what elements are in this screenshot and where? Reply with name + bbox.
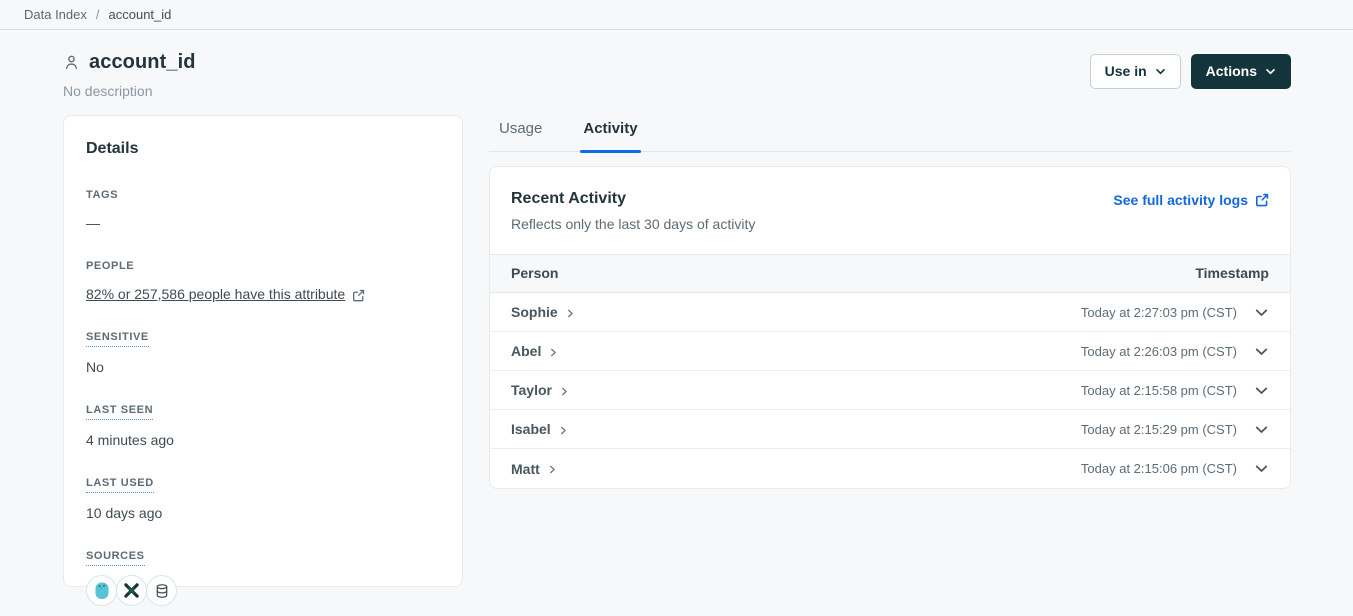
row-timestamp: Today at 2:15:29 pm (CST) [1080,421,1237,437]
person-link[interactable]: Taylor [511,382,569,398]
chevron-down-icon [1155,66,1166,77]
tab-activity[interactable]: Activity [580,115,641,153]
source-badge[interactable] [146,575,177,606]
details-card: Details TAGS — PEOPLE 82% or 257,586 peo… [63,115,463,606]
row-timestamp: Today at 2:15:06 pm (CST) [1080,461,1237,476]
chevron-right-icon [560,387,569,396]
activity-row[interactable]: Taylor Today at 2:15:58 pm (CST) [490,371,1290,410]
chevron-right-icon [566,309,575,318]
x-logo-icon [124,583,139,598]
recent-activity-card: Recent Activity Reflects only the last 3… [489,166,1291,489]
field-last-used: LAST USED 10 days ago [86,473,440,522]
page-header: account_id No description Use in Actions [63,51,1291,99]
activity-row[interactable]: Matt Today at 2:15:06 pm (CST) [490,449,1290,488]
person-link[interactable]: Sophie [511,304,575,320]
sources-label[interactable]: SOURCES [86,550,145,566]
chevron-down-icon[interactable] [1254,305,1269,320]
person-link[interactable]: Isabel [511,421,568,437]
field-last-seen: LAST SEEN 4 minutes ago [86,400,440,449]
source-badge[interactable] [116,575,147,606]
actions-button[interactable]: Actions [1190,54,1291,89]
chevron-down-icon[interactable] [1254,344,1269,359]
recent-activity-title: Recent Activity [511,190,626,207]
chevron-right-icon [559,426,568,435]
last-used-value: 10 days ago [86,505,163,521]
sensitive-label[interactable]: SENSITIVE [86,331,149,347]
tab-usage[interactable]: Usage [499,120,543,137]
activity-row[interactable]: Abel Today at 2:26:03 pm (CST) [490,332,1290,371]
database-icon [154,583,170,599]
person-icon [63,54,80,71]
row-timestamp: Today at 2:26:03 pm (CST) [1080,343,1237,359]
chevron-right-icon [549,348,558,357]
field-sources: SOURCES [86,546,440,606]
details-heading: Details [86,140,139,157]
field-people: PEOPLE 82% or 257,586 people have this a… [86,256,440,303]
people-label: PEOPLE [86,260,135,272]
source-badge[interactable] [86,575,117,606]
last-used-label[interactable]: LAST USED [86,477,154,493]
breadcrumb-current: account_id [108,7,172,22]
tags-label: TAGS [86,189,119,201]
chevron-down-icon[interactable] [1254,461,1269,476]
chevron-right-icon [548,465,557,474]
chevron-down-icon[interactable] [1254,383,1269,398]
use-in-button[interactable]: Use in [1089,54,1181,89]
row-timestamp: Today at 2:27:03 pm (CST) [1080,304,1237,320]
column-timestamp: Timestamp [1195,265,1269,281]
breadcrumb: Data Index / account_id [0,0,1353,30]
breadcrumb-separator: / [95,7,100,22]
field-sensitive: SENSITIVE No [86,327,440,376]
recent-activity-subtitle: Reflects only the last 30 days of activi… [511,216,756,232]
last-seen-value: 4 minutes ago [86,432,174,448]
chevron-down-icon[interactable] [1254,422,1269,437]
activity-row[interactable]: Sophie Today at 2:27:03 pm (CST) [490,293,1290,332]
last-seen-label[interactable]: LAST SEEN [86,404,154,420]
see-full-activity-logs-link[interactable]: See full activity logs [1113,192,1269,208]
table-header: Person Timestamp [490,254,1290,293]
breadcrumb-data-index[interactable]: Data Index [24,7,87,22]
tab-bar: Usage Activity [489,115,1291,153]
sensitive-value: No [86,359,104,375]
row-timestamp: Today at 2:15:58 pm (CST) [1080,382,1237,398]
page-description: No description [63,83,153,99]
column-person: Person [511,265,559,281]
chevron-down-icon [1265,66,1276,77]
field-tags: TAGS — [86,185,440,232]
person-link[interactable]: Abel [511,343,558,359]
page-title: account_id [89,51,196,73]
person-link[interactable]: Matt [511,461,557,477]
people-count-link[interactable]: 82% or 257,586 people have this attribut… [86,286,365,303]
tags-value: — [86,215,100,231]
external-link-icon [352,289,365,302]
activity-row[interactable]: Isabel Today at 2:15:29 pm (CST) [490,410,1290,449]
teal-mascot-icon [94,581,110,600]
external-link-icon [1255,193,1269,207]
